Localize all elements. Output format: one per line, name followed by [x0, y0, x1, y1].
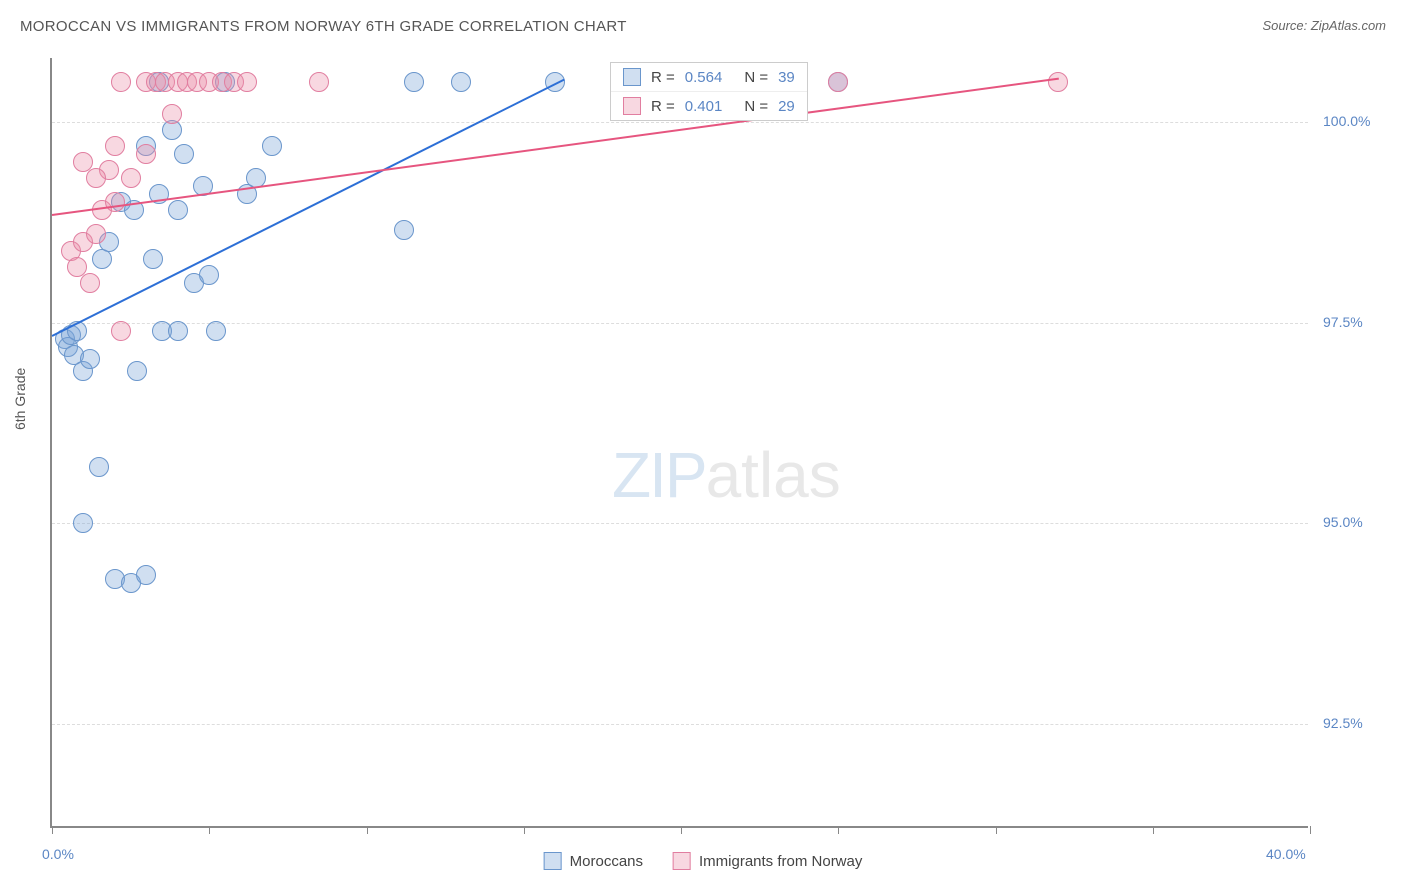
x-tick: [367, 826, 368, 834]
y-tick-label: 97.5%: [1323, 314, 1363, 330]
data-point: [1048, 72, 1068, 92]
r-value-1: 0.564: [685, 69, 723, 86]
gridline: [52, 323, 1308, 324]
x-tick: [524, 826, 525, 834]
legend-item-moroccans: Moroccans: [544, 852, 643, 870]
legend-label-norway: Immigrants from Norway: [699, 853, 862, 870]
data-point: [206, 321, 226, 341]
source-attribution: Source: ZipAtlas.com: [1262, 18, 1386, 33]
data-point: [168, 200, 188, 220]
x-tick: [1153, 826, 1154, 834]
x-tick: [838, 826, 839, 834]
n-value-1: 39: [778, 69, 795, 86]
data-point: [111, 321, 131, 341]
data-point: [828, 72, 848, 92]
data-point: [168, 321, 188, 341]
data-point: [105, 192, 125, 212]
x-tick: [52, 826, 53, 834]
stats-legend-row-1: R = 0.564 N = 39: [611, 63, 807, 92]
swatch-blue-bottom: [544, 852, 562, 870]
x-tick: [209, 826, 210, 834]
y-tick-label: 100.0%: [1323, 113, 1370, 129]
swatch-pink-bottom: [673, 852, 691, 870]
data-point: [136, 144, 156, 164]
legend-item-norway: Immigrants from Norway: [673, 852, 862, 870]
data-point: [262, 136, 282, 156]
data-point: [105, 136, 125, 156]
n-label-1: N =: [744, 69, 768, 86]
watermark: ZIPatlas: [612, 438, 841, 512]
data-point: [394, 220, 414, 240]
data-point: [162, 104, 182, 124]
data-point: [237, 72, 257, 92]
x-tick-label: 40.0%: [1266, 846, 1306, 862]
data-point: [174, 144, 194, 164]
r-label-1: R =: [651, 69, 675, 86]
watermark-atlas: atlas: [706, 439, 841, 511]
stats-legend-row-2: R = 0.401 N = 29: [611, 92, 807, 120]
data-point: [86, 168, 106, 188]
data-point: [309, 72, 329, 92]
plot-area: ZIPatlas: [50, 58, 1308, 828]
gridline: [52, 523, 1308, 524]
data-point: [73, 513, 93, 533]
gridline: [52, 122, 1308, 123]
swatch-blue: [623, 68, 641, 86]
x-tick-label: 0.0%: [42, 846, 74, 862]
data-point: [404, 72, 424, 92]
data-point: [143, 249, 163, 269]
y-tick-label: 92.5%: [1323, 715, 1363, 731]
data-point: [86, 224, 106, 244]
x-tick: [996, 826, 997, 834]
gridline: [52, 724, 1308, 725]
r-value-2: 0.401: [685, 98, 723, 115]
data-point: [89, 457, 109, 477]
legend-label-moroccans: Moroccans: [570, 853, 643, 870]
data-point: [111, 72, 131, 92]
r-label-2: R =: [651, 98, 675, 115]
y-axis-label: 6th Grade: [12, 368, 28, 430]
data-point: [199, 265, 219, 285]
n-value-2: 29: [778, 98, 795, 115]
bottom-legend: Moroccans Immigrants from Norway: [544, 852, 863, 870]
watermark-zip: ZIP: [612, 439, 706, 511]
data-point: [80, 349, 100, 369]
n-label-2: N =: [744, 98, 768, 115]
data-point: [127, 361, 147, 381]
swatch-pink: [623, 97, 641, 115]
data-point: [451, 72, 471, 92]
chart-title: MOROCCAN VS IMMIGRANTS FROM NORWAY 6TH G…: [20, 18, 627, 35]
data-point: [136, 565, 156, 585]
stats-legend: R = 0.564 N = 39 R = 0.401 N = 29: [610, 62, 808, 121]
data-point: [121, 168, 141, 188]
y-tick-label: 95.0%: [1323, 514, 1363, 530]
x-tick: [681, 826, 682, 834]
data-point: [80, 273, 100, 293]
x-tick: [1310, 826, 1311, 834]
